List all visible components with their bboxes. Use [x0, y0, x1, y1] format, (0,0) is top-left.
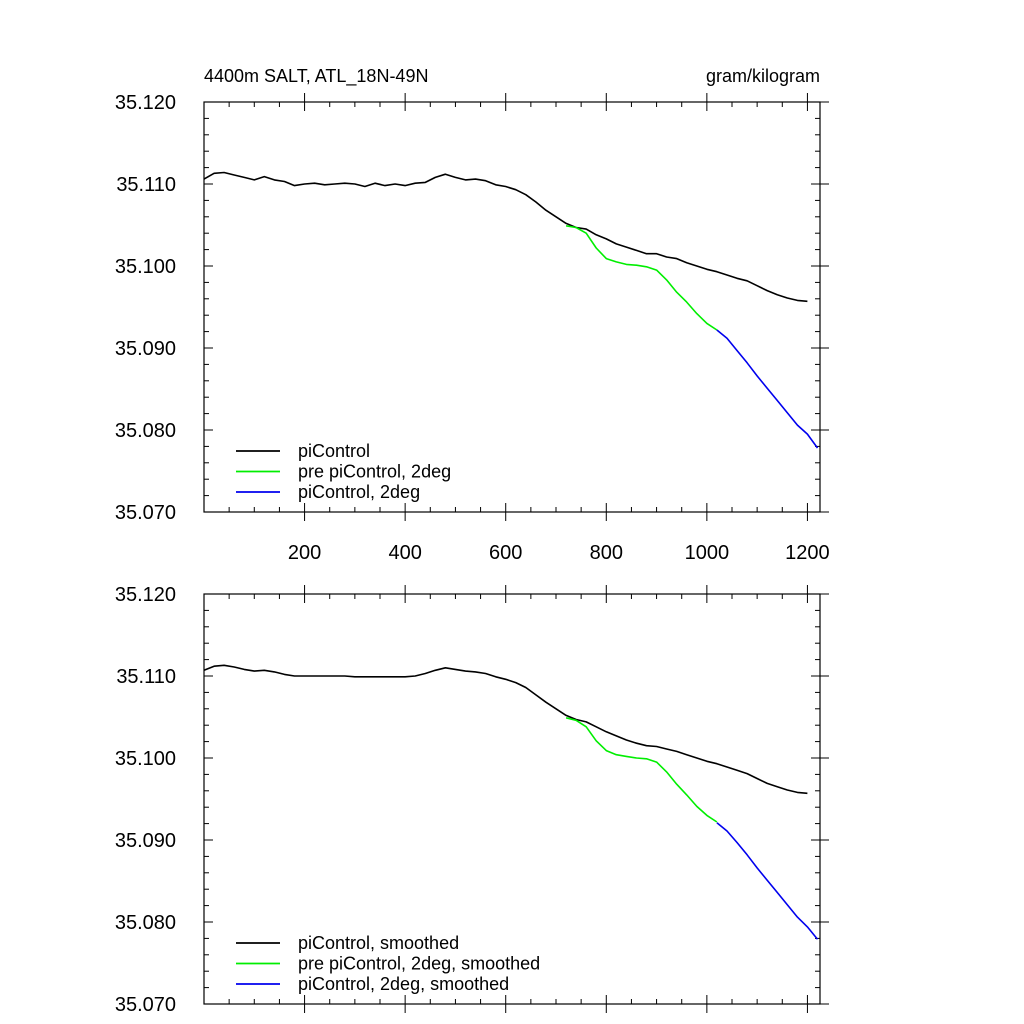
chart-title: 4400m SALT, ATL_18N-49N — [204, 66, 428, 87]
y-tick-label: 35.080 — [115, 420, 176, 442]
legend-label: piControl — [298, 441, 370, 461]
y-tick-label: 35.110 — [116, 666, 176, 688]
y-tick-label: 35.080 — [115, 912, 176, 934]
x-tick-label: 1000 — [685, 542, 730, 564]
x-tick-label: 800 — [590, 542, 623, 564]
series-line-3 — [716, 822, 819, 940]
legend-label: pre piControl, 2deg, smoothed — [298, 954, 540, 974]
legend-label: piControl, smoothed — [298, 933, 459, 953]
y-tick-label: 35.100 — [115, 748, 176, 770]
units-label: gram/kilogram — [706, 66, 820, 86]
series-line-2 — [565, 717, 718, 823]
series-line-1 — [203, 664, 808, 795]
plot-frame — [203, 101, 821, 513]
y-tick-label: 35.070 — [115, 502, 176, 524]
y-tick-label: 35.120 — [115, 584, 176, 606]
top-panel: 200 400 600 800 1000 1200 35.120 35.110 35.100 35… — [115, 92, 830, 564]
y-tick-label: 35.090 — [115, 338, 176, 360]
series-line-3 — [716, 329, 819, 449]
x-tick-label: 200 — [288, 542, 321, 564]
y-tick-label: 35.090 — [115, 830, 176, 852]
legend-label: piControl, 2deg — [298, 482, 420, 502]
y-tick-label: 35.070 — [115, 994, 176, 1016]
legend-label: piControl, 2deg, smoothed — [298, 974, 509, 994]
y-tick-label: 35.110 — [116, 174, 176, 196]
x-tick-label: 600 — [489, 542, 522, 564]
y-tick-label: 35.120 — [115, 92, 176, 114]
x-tick-label: 400 — [388, 542, 421, 564]
series-line-1 — [203, 171, 808, 303]
bottom-panel: 35.120 35.110 35.100 35.090 35.080 35.070 piCo… — [115, 584, 829, 1016]
legend-label: pre piControl, 2deg — [298, 462, 451, 482]
series-line-2 — [565, 225, 718, 331]
y-tick-label: 35.100 — [115, 256, 176, 278]
x-tick-label: 1200 — [785, 542, 830, 564]
plot-frame — [203, 593, 821, 1005]
